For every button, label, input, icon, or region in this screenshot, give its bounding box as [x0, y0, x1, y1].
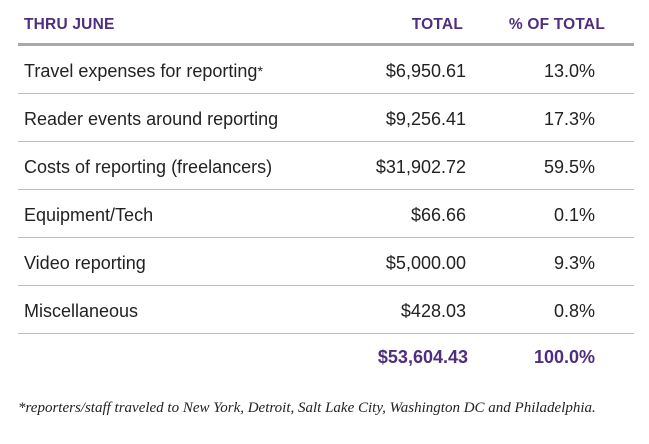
total-row: $53,604.43 100.0% — [18, 334, 634, 380]
row-percent: 0.1% — [553, 205, 595, 225]
grand-total-percent: 100.0% — [533, 347, 595, 367]
footnote-marker: * — [257, 63, 263, 79]
row-percent: 13.0% — [543, 61, 595, 81]
row-percent: 0.8% — [553, 301, 595, 321]
row-total: $6,950.61 — [385, 61, 466, 81]
row-label: Travel expenses for reporting* — [24, 61, 263, 82]
row-percent: 59.5% — [543, 157, 595, 177]
expense-table: THRU JUNE TOTAL % OF TOTAL Travel expens… — [18, 0, 634, 380]
footnote: *reporters/staff traveled to New York, D… — [18, 400, 596, 416]
row-total: $9,256.41 — [385, 109, 466, 129]
row-percent: 9.3% — [553, 253, 595, 273]
header-total-column: TOTAL — [411, 16, 463, 33]
table-row: Equipment/Tech $66.66 0.1% — [18, 190, 634, 238]
row-total: $5,000.00 — [385, 253, 466, 273]
row-label-text: Travel expenses for reporting — [24, 61, 258, 81]
table-row: Reader events around reporting $9,256.41… — [18, 94, 634, 142]
table-row: Costs of reporting (freelancers) $31,902… — [18, 142, 634, 190]
table-row: Miscellaneous $428.03 0.8% — [18, 286, 634, 334]
row-percent: 17.3% — [543, 109, 595, 129]
header-percent-column: % OF TOTAL — [508, 16, 605, 33]
grand-total: $53,604.43 — [377, 347, 468, 367]
row-label: Equipment/Tech — [24, 205, 154, 225]
row-label: Reader events around reporting — [24, 109, 279, 129]
table-row: Travel expenses for reporting* $6,950.61… — [18, 46, 634, 94]
row-label: Costs of reporting (freelancers) — [24, 157, 273, 177]
header-label-column: THRU JUNE — [24, 16, 115, 33]
table-header: THRU JUNE TOTAL % OF TOTAL — [18, 0, 634, 46]
row-total: $66.66 — [410, 205, 466, 225]
row-label: Video reporting — [24, 253, 146, 273]
row-total: $428.03 — [400, 301, 466, 321]
row-label: Miscellaneous — [24, 301, 139, 321]
table-row: Video reporting $5,000.00 9.3% — [18, 238, 634, 286]
row-total: $31,902.72 — [375, 157, 466, 177]
